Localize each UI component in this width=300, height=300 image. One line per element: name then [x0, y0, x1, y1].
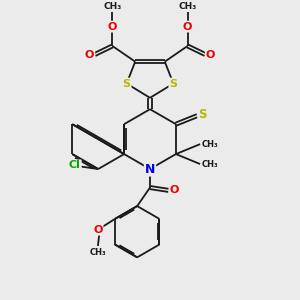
Text: CH₃: CH₃ [202, 140, 218, 148]
Text: CH₃: CH₃ [90, 248, 106, 257]
Text: CH₃: CH₃ [103, 2, 122, 10]
Text: Cl: Cl [69, 160, 81, 170]
Text: N: N [145, 163, 155, 176]
Text: CH₃: CH₃ [178, 2, 197, 10]
Text: O: O [108, 22, 117, 32]
Text: O: O [169, 185, 179, 195]
Text: O: O [93, 225, 103, 235]
Text: CH₃: CH₃ [202, 160, 218, 169]
Text: S: S [198, 108, 207, 121]
Text: S: S [123, 79, 130, 88]
Text: O: O [183, 22, 192, 32]
Text: S: S [169, 79, 177, 88]
Text: O: O [206, 50, 215, 59]
Text: O: O [85, 50, 94, 59]
